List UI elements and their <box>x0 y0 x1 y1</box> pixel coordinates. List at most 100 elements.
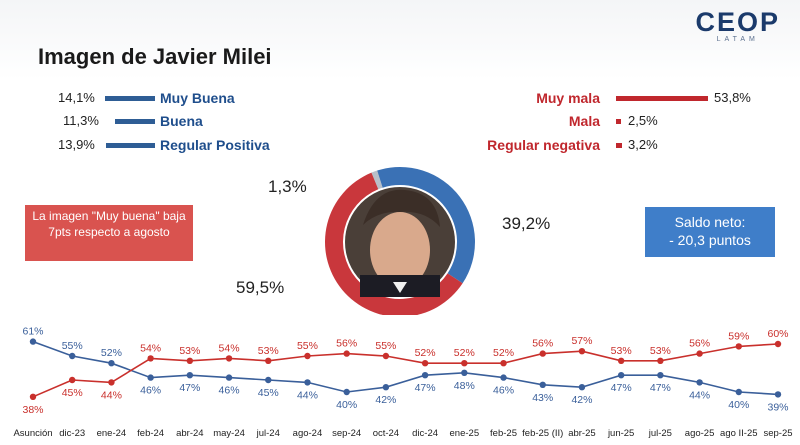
series-0-point <box>108 360 115 367</box>
series-0-data-label: 46% <box>219 385 240 397</box>
series-0-point <box>225 374 233 381</box>
series-0-point <box>265 376 272 384</box>
series-0-data-label: 39% <box>767 401 788 413</box>
negative-label-regular: Regular negativa <box>487 137 600 153</box>
negative-pct-muy-mala: 53,8% <box>714 90 751 105</box>
series-1-data-label: 56% <box>689 338 710 350</box>
series-0-point <box>421 372 429 379</box>
series-1-point <box>29 393 37 400</box>
x-tick-label: jul-25 <box>648 428 672 439</box>
series-0-point <box>617 372 625 379</box>
x-tick-label: may-24 <box>213 428 245 439</box>
series-0-data-label: 45% <box>258 387 279 399</box>
series-1-data-label: 55% <box>375 340 396 352</box>
series-1-point <box>147 355 154 362</box>
negative-bar-muy-mala <box>616 96 708 101</box>
series-0-point <box>500 374 507 381</box>
x-tick-label: oct-24 <box>373 428 399 439</box>
series-0-point <box>539 381 546 388</box>
series-1-point <box>382 352 390 360</box>
image-donut-chart <box>325 167 475 315</box>
series-0-data-label: 47% <box>611 382 632 394</box>
series-1-point <box>539 350 546 357</box>
series-0-data-label: 61% <box>22 326 43 338</box>
series-0-data-label: 47% <box>179 382 200 394</box>
x-tick-label: abr-25 <box>568 428 595 439</box>
series-0-point <box>343 388 350 396</box>
x-tick-label: Asunción <box>13 428 52 439</box>
series-0-data-label: 47% <box>415 382 436 394</box>
x-tick-label: ene-25 <box>450 428 480 439</box>
series-1-point <box>343 350 350 357</box>
series-1-point <box>461 360 468 367</box>
series-1-point <box>69 376 76 384</box>
logo-wordmark: CEOP <box>695 7 780 37</box>
series-1-data-label: 52% <box>415 347 436 359</box>
series-0-point <box>657 372 664 379</box>
saldo-neto-title: Saldo neto: <box>674 214 746 230</box>
negative-pct-mala: 2,5% <box>628 113 658 128</box>
series-0-point <box>304 379 311 386</box>
series-1-data-label: 52% <box>493 347 514 359</box>
series-1-data-label: 53% <box>179 345 200 357</box>
positive-pct-regular: 13,9% <box>58 137 95 152</box>
series-0-point <box>774 391 782 398</box>
series-1-point <box>304 352 311 360</box>
series-1-point <box>421 360 429 367</box>
series-1-data-label: 38% <box>22 404 43 416</box>
series-1-data-label: 59% <box>728 330 749 342</box>
positive-bar-muy-buena <box>105 96 155 101</box>
x-tick-label: ago II-25 <box>720 428 758 439</box>
series-1-point <box>265 357 272 364</box>
series-line-1 <box>32 343 779 398</box>
series-1-data-label: 52% <box>454 347 475 359</box>
x-tick-label: dic-24 <box>412 428 438 439</box>
series-1-data-label: 54% <box>140 342 161 354</box>
x-tick-label: abr-24 <box>176 428 203 439</box>
series-1-point <box>774 340 782 348</box>
x-tick-label: ago-25 <box>685 428 715 439</box>
series-0-data-label: 40% <box>336 399 357 411</box>
x-tick-label: feb-25 <box>490 428 517 439</box>
page-title: Imagen de Javier Milei <box>38 44 272 69</box>
positive-bar-regular <box>106 143 155 148</box>
x-tick-label: ago-24 <box>293 428 323 439</box>
series-0-point <box>696 379 703 386</box>
series-1-data-label: 45% <box>62 387 83 399</box>
series-1-point <box>500 360 507 367</box>
series-1-data-label: 55% <box>297 340 318 352</box>
series-0-data-label: 40% <box>728 399 749 411</box>
series-0-data-label: 42% <box>375 394 396 406</box>
x-tick-label: sep-24 <box>332 428 361 439</box>
logo-subtitle: LATAM <box>716 36 759 43</box>
series-0-point <box>147 374 154 381</box>
series-0-point <box>69 352 76 360</box>
portrait-avatar <box>345 187 455 297</box>
series-line-0 <box>32 340 779 396</box>
series-0-point <box>29 338 37 345</box>
series-1-point <box>696 350 703 357</box>
series-1-data-label: 53% <box>258 345 279 357</box>
x-tick-label: jun-25 <box>607 428 634 439</box>
donut-slice-grey <box>371 170 383 190</box>
positive-bar-buena <box>115 119 155 124</box>
series-1-point <box>225 355 233 362</box>
x-tick-label: sep-25 <box>763 428 792 439</box>
series-1-data-label: 53% <box>650 345 671 357</box>
saldo-neto-box: Saldo neto: - 20,3 puntos <box>645 207 775 257</box>
series-1-point <box>657 357 664 364</box>
donut-label-grey: 1,3% <box>268 177 307 196</box>
series-1-data-label: 56% <box>532 338 553 350</box>
positive-label-regular: Regular Positiva <box>160 137 270 153</box>
series-1-point <box>617 357 625 364</box>
x-tick-label: feb-25 (II) <box>522 428 563 439</box>
positive-label-buena: Buena <box>160 113 203 129</box>
series-1-data-label: 57% <box>571 335 592 347</box>
series-1-data-label: 60% <box>767 328 788 340</box>
x-tick-label: ene-24 <box>97 428 127 439</box>
series-0-data-label: 46% <box>140 385 161 397</box>
series-1-point <box>108 379 115 386</box>
series-1-data-label: 54% <box>219 342 240 354</box>
negative-bar-mala <box>616 119 621 124</box>
donut-label-red: 59,5% <box>236 278 285 297</box>
